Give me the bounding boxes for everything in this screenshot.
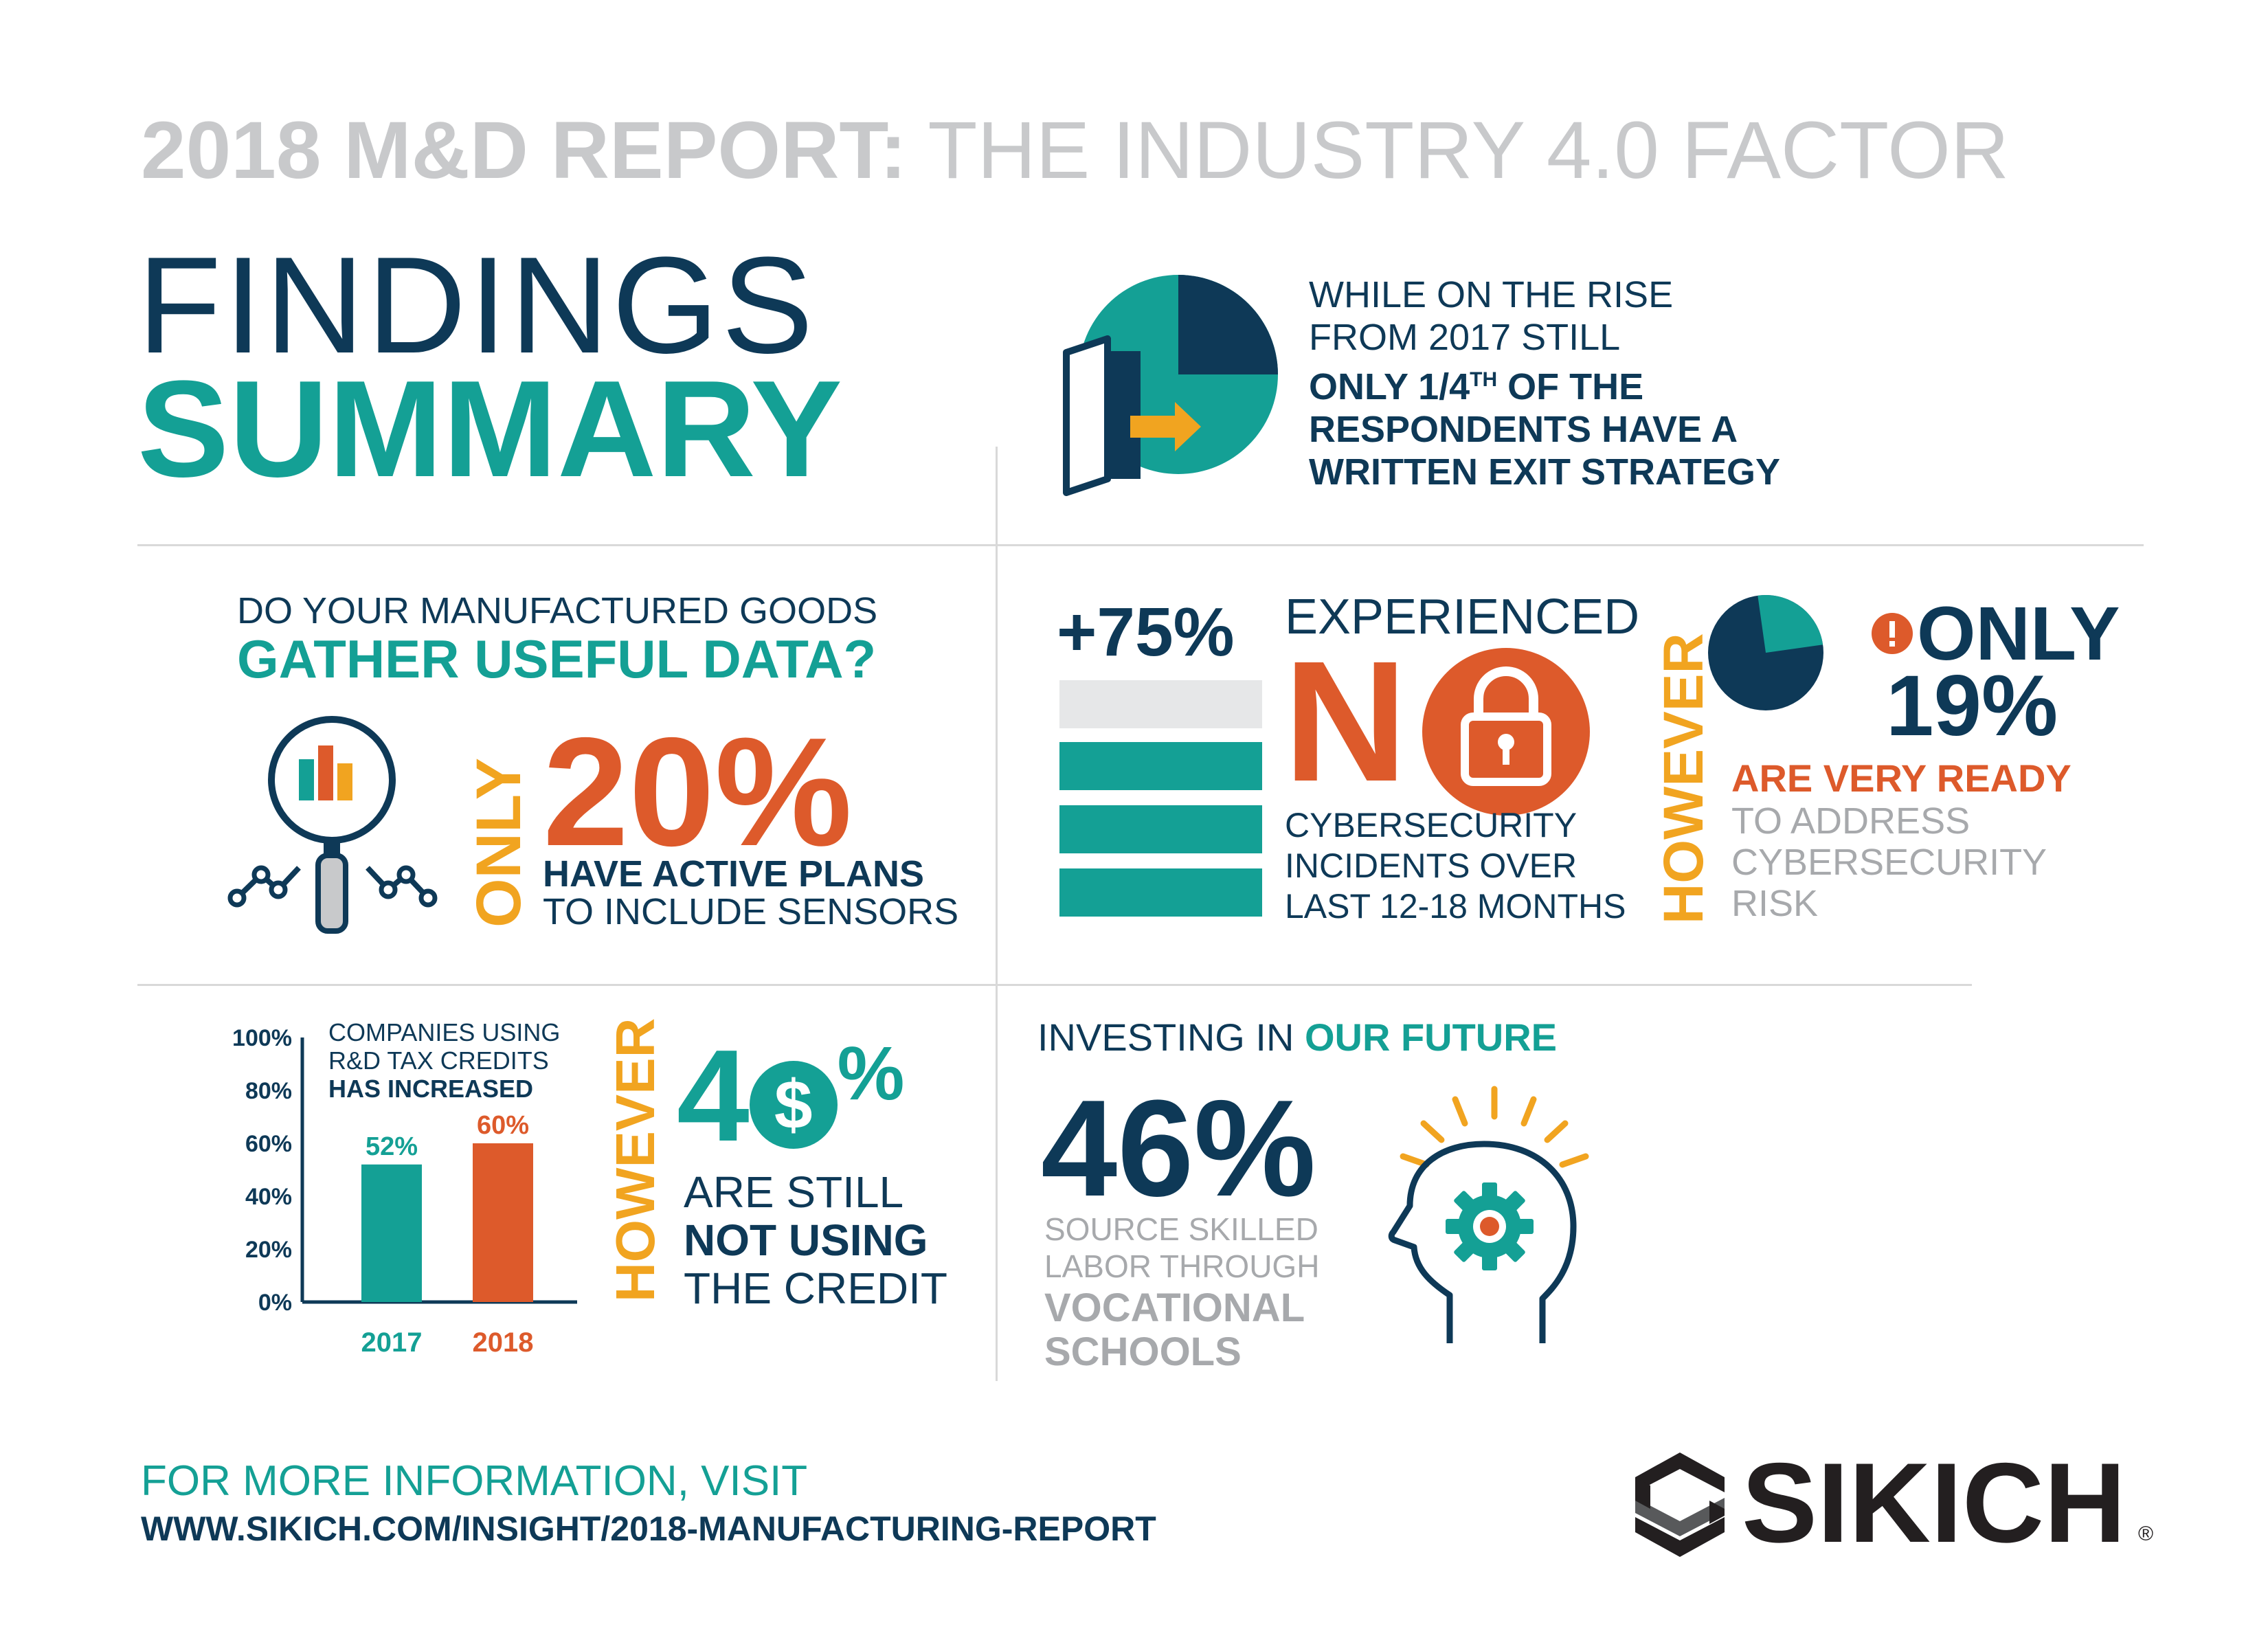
- head-gear-icon: [1388, 1086, 1589, 1343]
- exit-line-5: WRITTEN EXIT STRATEGY: [1309, 451, 1780, 493]
- tax-desc-line-2: NOT USING: [684, 1215, 928, 1265]
- tax-credit-bar-chart: 100% 80% 60% 40% 20% 0% 52% 2017 60% 2018: [232, 1025, 577, 1358]
- y-tick-label: 80%: [245, 1078, 292, 1104]
- cyber-no-letter: N: [1283, 625, 1408, 817]
- x-category-label: 2017: [361, 1327, 423, 1358]
- bar-value-label: 52%: [366, 1132, 418, 1161]
- cyber-ready-line-2: TO ADDRESS: [1731, 800, 1971, 842]
- y-tick-label: 40%: [245, 1184, 292, 1210]
- tax-however-vertical: HOWEVER: [605, 1018, 666, 1302]
- cyber-desc-line-3: LAST 12-18 MONTHS: [1285, 887, 1626, 926]
- bar-2017: [361, 1164, 422, 1302]
- cyber-ready-line-3: CYBERSECURITY: [1731, 842, 2047, 883]
- future-desc-line-2: LABOR THROUGH: [1044, 1248, 1320, 1284]
- report-title-light: THE INDUSTRY 4.0 FACTOR: [928, 105, 2010, 196]
- report-title-bold: 2018 M&D REPORT:: [141, 105, 907, 196]
- exit-line-3-post: OF THE: [1497, 366, 1644, 407]
- cyber-bar-filled-2: [1059, 805, 1262, 853]
- future-desc-line-3: VOCATIONAL: [1044, 1286, 1305, 1330]
- future-title-bold: OUR FUTURE: [1304, 1016, 1558, 1059]
- cyber-bar-filled-1: [1059, 742, 1262, 790]
- summary-heading: SUMMARY: [137, 352, 842, 506]
- report-title: 2018 M&D REPORT: THE INDUSTRY 4.0 FACTOR: [141, 110, 2009, 191]
- tax-desc-line-1: ARE STILL: [684, 1167, 904, 1217]
- cyber-ready: ARE VERY READY: [1731, 756, 2071, 800]
- exit-strategy-text: WHILE ON THE RISE FROM 2017 STILL ONLY 1…: [1309, 273, 1780, 493]
- tax-legend-line-3: HAS INCREASED: [328, 1075, 534, 1103]
- cyber-ready-line-4: RISK: [1731, 883, 1819, 924]
- tax-percent-digit: 4: [677, 1023, 750, 1169]
- tax-desc-line-3: THE CREDIT: [684, 1264, 947, 1313]
- footer-url-link[interactable]: WWW.SIKICH.COM/INSIGHT/2018-MANUFACTURIN…: [141, 1510, 1156, 1548]
- cyber-experienced: EXPERIENCED: [1285, 590, 1640, 644]
- lock-o-icon: [1422, 648, 1590, 816]
- cyber-pie-icon: [1708, 595, 1823, 710]
- data-question-line-2: GATHER USEFUL DATA?: [237, 629, 877, 689]
- footer-more-info: FOR MORE INFORMATION, VISIT: [141, 1457, 808, 1505]
- cyber-only-text: ONLY: [1917, 592, 2120, 676]
- cyber-desc-line-2: INCIDENTS OVER: [1285, 846, 1578, 885]
- horizontal-divider-top: [137, 544, 2144, 546]
- exit-line-1: WHILE ON THE RISE: [1309, 274, 1674, 315]
- tax-chart-legend: COMPANIES USING R&D TAX CREDITS HAS INCR…: [328, 1018, 560, 1103]
- cyber-ready-desc: TO ADDRESS CYBERSECURITY RISK: [1731, 800, 2047, 924]
- vertical-divider-top: [996, 447, 998, 1381]
- tax-legend-line-1: COMPANIES USING: [328, 1018, 561, 1046]
- data-desc-line-1: HAVE ACTIVE PLANS: [543, 853, 925, 895]
- tax-legend-line-2: R&D TAX CREDITS: [328, 1046, 549, 1075]
- cyber-bar-filled-3: [1059, 868, 1262, 917]
- magnifier-data-icon: [227, 716, 438, 934]
- y-tick-label: 0%: [258, 1290, 292, 1316]
- future-title-pre: INVESTING IN: [1037, 1016, 1305, 1059]
- exit-line-3: ONLY 1/4TH OF THE: [1309, 359, 1780, 408]
- exit-pie-icon: [1063, 275, 1278, 496]
- y-tick-label: 60%: [245, 1131, 292, 1157]
- bar-value-label: 60%: [477, 1111, 529, 1140]
- cyber-desc: CYBERSECURITY INCIDENTS OVER LAST 12-18 …: [1285, 805, 1626, 927]
- future-desc-line-1: SOURCE SKILLED: [1044, 1211, 1318, 1247]
- future-desc: SOURCE SKILLED LABOR THROUGH VOCATIONAL …: [1044, 1211, 1319, 1373]
- alert-icon: [1872, 613, 1913, 654]
- sikich-brand-name: SIKICH: [1742, 1439, 2126, 1566]
- cyber-bars: [1059, 680, 1262, 917]
- data-only-vertical: ONLY: [464, 757, 534, 928]
- cyber-desc-line-1: CYBERSECURITY: [1285, 806, 1578, 844]
- exit-line-3-sup: TH: [1470, 368, 1498, 391]
- future-title: INVESTING IN OUR FUTURE: [1037, 1018, 1557, 1057]
- y-tick-label: 100%: [232, 1025, 292, 1051]
- y-tick-label: 20%: [245, 1237, 292, 1263]
- future-percent: 46%: [1041, 1072, 1316, 1225]
- exit-line-4: RESPONDENTS HAVE A: [1309, 409, 1738, 450]
- x-category-label: 2018: [473, 1327, 534, 1358]
- future-desc-line-4: SCHOOLS: [1044, 1330, 1242, 1374]
- cyber-bar-empty: [1059, 680, 1262, 728]
- cyber-only-percent: 19%: [1886, 658, 2058, 754]
- data-percent: 20%: [543, 705, 853, 878]
- data-question-line-1: DO YOUR MANUFACTURED GOODS: [237, 590, 878, 631]
- findings-heading: FINDINGS: [137, 229, 816, 382]
- registered-mark: ®: [2138, 1523, 2154, 1545]
- data-desc-line-2: TO INCLUDE SENSORS: [543, 891, 959, 932]
- cyber-percent: +75%: [1057, 594, 1235, 671]
- tax-desc: ARE STILL NOT USING THE CREDIT: [684, 1168, 947, 1312]
- bar-2018: [473, 1143, 533, 1302]
- horizontal-divider-mid: [137, 984, 1972, 986]
- tax-percent-sign: %: [837, 1031, 905, 1116]
- tax-percent: 4 $%: [677, 1031, 904, 1161]
- exit-line-3-pre: ONLY 1/4: [1309, 366, 1470, 407]
- sikich-logo-mark: [1635, 1452, 1725, 1557]
- exit-line-2: FROM 2017 STILL: [1309, 317, 1621, 358]
- dollar-coin-icon: $: [749, 1061, 838, 1149]
